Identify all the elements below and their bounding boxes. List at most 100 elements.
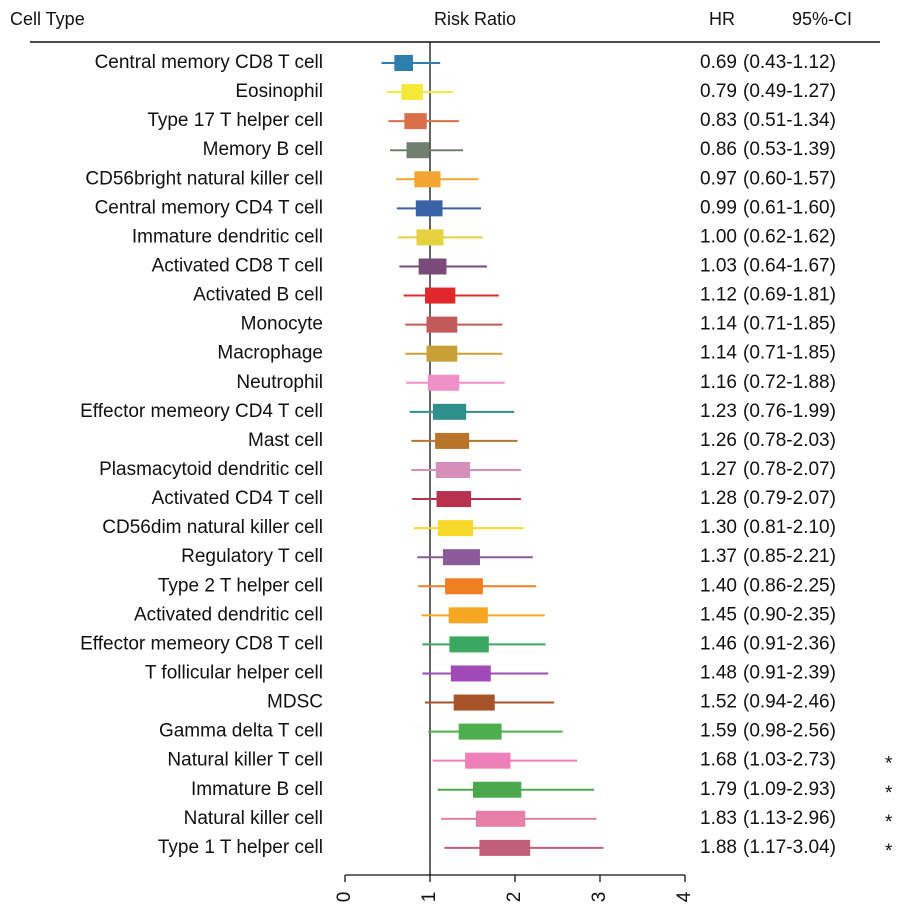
row-label: Natural killer cell (184, 808, 323, 829)
hr-label: 1.59 (700, 721, 737, 742)
ci-label: (0.72-1.88) (743, 372, 836, 393)
significance-mark: * (885, 812, 893, 833)
hr-label: 0.86 (700, 139, 737, 160)
row-label: Natural killer T cell (167, 750, 323, 771)
x-tick-label: 1 (419, 892, 440, 903)
hr-label: 1.48 (700, 662, 737, 683)
ci-label: (0.78-2.07) (743, 459, 836, 480)
hr-box (425, 287, 456, 304)
row-label: Plasmacytoid dendritic cell (99, 459, 323, 480)
hr-label: 0.79 (700, 81, 737, 102)
hr-box (427, 374, 460, 391)
ci-label: (0.85-2.21) (743, 546, 836, 567)
row-label: Gamma delta T cell (159, 721, 323, 742)
row-label: Type 17 T helper cell (147, 110, 323, 131)
hr-label: 1.79 (700, 779, 737, 800)
significance-mark: * (885, 754, 893, 775)
ci-label: (0.91-2.39) (743, 662, 836, 683)
x-tick-label: 0 (334, 892, 355, 903)
hr-box (442, 549, 480, 566)
row-label: Central memory CD8 T cell (95, 52, 323, 73)
hr-box (475, 810, 526, 827)
hr-box (432, 403, 467, 420)
hr-label: 1.12 (700, 285, 737, 306)
ci-label: (0.71-1.85) (743, 343, 836, 364)
row-label: Memory B cell (203, 139, 323, 160)
ci-label: (0.64-1.67) (743, 256, 836, 277)
row-label: Central memory CD4 T cell (95, 197, 323, 218)
ci-label: (0.49-1.27) (743, 81, 836, 102)
hr-box (436, 491, 472, 508)
row-label: MDSC (267, 692, 323, 713)
ci-label: (0.71-1.85) (743, 314, 836, 335)
hr-box (458, 723, 502, 740)
ci-label: (1.17-3.04) (743, 837, 836, 858)
row-label: Activated CD4 T cell (152, 488, 323, 509)
row-label: Effector memeory CD8 T cell (80, 633, 323, 654)
hr-box (404, 113, 427, 130)
header-ci: 95%-CI (792, 9, 852, 29)
ci-label: (0.98-2.56) (743, 721, 836, 742)
hr-box (453, 694, 495, 711)
ci-label: (0.61-1.60) (743, 197, 836, 218)
row-label: Eosinophil (235, 81, 323, 102)
ci-label: (0.79-2.07) (743, 488, 836, 509)
ci-label: (0.62-1.62) (743, 226, 836, 247)
hr-label: 1.00 (700, 226, 737, 247)
hr-box (465, 752, 511, 769)
ci-label: (0.94-2.46) (743, 692, 836, 713)
ci-label: (0.90-2.35) (743, 604, 836, 625)
hr-box (445, 578, 483, 595)
row-label: CD56bright natural killer cell (85, 168, 323, 189)
hr-label: 0.83 (700, 110, 737, 131)
ci-label: (0.78-2.03) (743, 430, 836, 451)
row-label: Activated dendritic cell (134, 604, 323, 625)
header-label: Cell Type (10, 9, 85, 29)
row-label: Regulatory T cell (181, 546, 323, 567)
row-label: T follicular helper cell (145, 662, 323, 683)
hr-label: 1.68 (700, 750, 737, 771)
row-label: Type 1 T helper cell (158, 837, 323, 858)
hr-label: 1.88 (700, 837, 737, 858)
ci-label: (1.13-2.96) (743, 808, 836, 829)
hr-box (401, 84, 423, 101)
hr-label: 1.83 (700, 808, 737, 829)
ci-label: (0.76-1.99) (743, 401, 836, 422)
hr-label: 1.14 (700, 343, 737, 364)
row-label: Effector memeory CD4 T cell (80, 401, 323, 422)
row-label: Mast cell (248, 430, 323, 451)
header-plot: Risk Ratio (434, 9, 516, 29)
hr-label: 1.46 (700, 633, 737, 654)
hr-label: 1.28 (700, 488, 737, 509)
significance-mark: * (885, 841, 893, 862)
significance-mark: * (885, 783, 893, 804)
ci-label: (0.60-1.57) (743, 168, 836, 189)
x-tick-label: 3 (589, 892, 610, 903)
row-label: CD56dim natural killer cell (102, 517, 323, 538)
hr-label: 0.69 (700, 52, 737, 73)
hr-box (437, 520, 474, 537)
ci-label: (1.09-2.93) (743, 779, 836, 800)
header-hr: HR (709, 9, 735, 29)
hr-box (435, 461, 471, 478)
hr-box (415, 200, 443, 217)
row-label: Macrophage (217, 343, 323, 364)
hr-label: 1.26 (700, 430, 737, 451)
hr-label: 1.23 (700, 401, 737, 422)
hr-box (472, 781, 522, 798)
hr-box (435, 432, 470, 449)
hr-box (449, 636, 489, 653)
hr-label: 0.99 (700, 197, 737, 218)
ci-label: (0.51-1.34) (743, 110, 836, 131)
hr-box (426, 345, 458, 362)
x-tick-label: 4 (674, 891, 695, 902)
hr-box (414, 171, 441, 188)
hr-label: 0.97 (700, 168, 737, 189)
hr-label: 1.40 (700, 575, 737, 596)
ci-label: (0.69-1.81) (743, 285, 836, 306)
hr-box (479, 839, 531, 856)
hr-label: 1.30 (700, 517, 737, 538)
hr-box (426, 316, 458, 333)
ci-label: (0.43-1.12) (743, 52, 836, 73)
row-label: Activated B cell (193, 285, 323, 306)
